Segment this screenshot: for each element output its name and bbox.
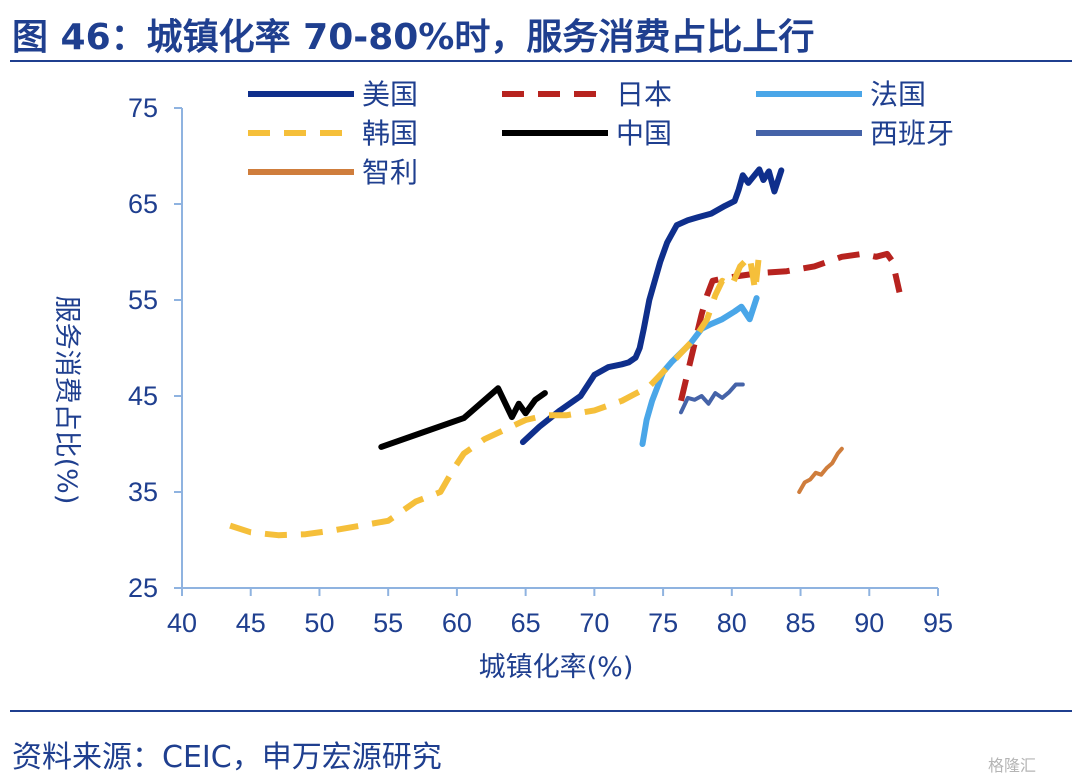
y-tick-label: 75 — [128, 93, 158, 123]
x-tick-label: 50 — [304, 608, 334, 638]
y-tick-label: 55 — [128, 285, 158, 315]
x-tick-label: 55 — [373, 608, 403, 638]
top-rule — [10, 60, 1072, 62]
x-tick-label: 95 — [923, 608, 953, 638]
x-tick-label: 90 — [854, 608, 884, 638]
source-note: 资料来源：CEIC，申万宏源研究 — [12, 740, 442, 775]
x-tick-label: 60 — [442, 608, 472, 638]
bottom-rule — [10, 710, 1072, 712]
legend-label-0: 美国 — [362, 78, 418, 111]
series-line-6 — [797, 446, 844, 494]
x-tick-label: 75 — [648, 608, 678, 638]
series-line-1 — [678, 250, 903, 402]
y-tick-label: 35 — [128, 477, 158, 507]
legend-label-4: 中国 — [616, 117, 672, 150]
legend-label-2: 法国 — [870, 78, 926, 111]
series-line-3 — [229, 251, 763, 539]
x-tick-label: 85 — [786, 608, 816, 638]
series-line-5 — [679, 382, 745, 415]
legend-label-3: 韩国 — [362, 117, 418, 150]
x-tick-label: 40 — [167, 608, 197, 638]
y-tick-label: 25 — [128, 573, 158, 603]
watermark: 格隆汇 — [988, 756, 1037, 775]
legend-label-1: 日本 — [616, 78, 672, 111]
y-axis-label: 服务消费占比(%) — [51, 296, 82, 505]
y-tick-label: 45 — [128, 381, 158, 411]
x-axis-label: 城镇化率(%) — [479, 652, 634, 683]
legend-label-6: 智利 — [362, 156, 418, 189]
y-tick-label: 65 — [128, 189, 158, 219]
x-tick-label: 70 — [579, 608, 609, 638]
series-line-4 — [378, 385, 548, 450]
chart-title: 图 46：城镇化率 70-80%时，服务消费占比上行 — [12, 17, 815, 58]
x-tick-label: 65 — [511, 608, 541, 638]
legend-label-5: 西班牙 — [870, 117, 954, 150]
chart: 25 35 45 55 65 75 40 45 50 55 60 65 70 75 80 85 90 95 美国 日… — [51, 78, 954, 683]
chart-series — [229, 166, 903, 539]
chart-axes: 25 35 45 55 65 75 40 45 50 55 60 65 70 75 80 85 90 95 — [128, 93, 953, 638]
x-tick-label: 45 — [236, 608, 266, 638]
x-tick-label: 80 — [717, 608, 747, 638]
series-line-0 — [519, 166, 785, 446]
